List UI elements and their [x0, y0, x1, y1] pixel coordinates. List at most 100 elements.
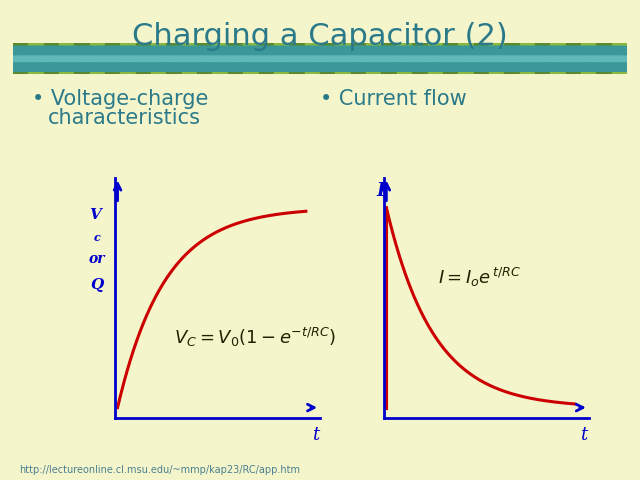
Circle shape: [451, 60, 640, 71]
Circle shape: [228, 53, 450, 64]
Circle shape: [252, 53, 473, 64]
Bar: [428, 43, 443, 74]
Bar: [381, 43, 397, 74]
Circle shape: [106, 60, 327, 71]
Circle shape: [75, 53, 296, 64]
Circle shape: [467, 60, 640, 71]
Circle shape: [290, 53, 511, 64]
Circle shape: [198, 47, 419, 58]
Circle shape: [0, 56, 87, 61]
Circle shape: [390, 60, 611, 71]
Circle shape: [428, 60, 640, 71]
Circle shape: [397, 53, 619, 64]
Text: $I = I_o e^{\,t/RC}$: $I = I_o e^{\,t/RC}$: [438, 266, 522, 289]
Circle shape: [382, 53, 604, 64]
Circle shape: [159, 60, 381, 71]
Bar: [259, 43, 274, 74]
Bar: [274, 43, 289, 74]
Circle shape: [113, 53, 335, 64]
Circle shape: [0, 53, 204, 64]
Circle shape: [29, 47, 250, 58]
Circle shape: [344, 53, 565, 64]
Bar: [243, 43, 259, 74]
Circle shape: [0, 47, 135, 58]
Circle shape: [474, 53, 640, 64]
Bar: [535, 43, 550, 74]
Text: t: t: [580, 426, 588, 444]
Circle shape: [0, 47, 173, 58]
Circle shape: [21, 53, 243, 64]
Circle shape: [323, 56, 433, 61]
Circle shape: [305, 53, 527, 64]
Circle shape: [169, 56, 279, 61]
Circle shape: [246, 56, 356, 61]
Bar: [458, 43, 474, 74]
Circle shape: [328, 53, 550, 64]
Bar: [90, 43, 105, 74]
Circle shape: [144, 60, 365, 71]
Bar: [474, 43, 489, 74]
Circle shape: [131, 56, 241, 61]
Bar: [581, 43, 596, 74]
Bar: [28, 43, 44, 74]
Bar: [197, 43, 212, 74]
Circle shape: [467, 47, 640, 58]
Circle shape: [236, 47, 458, 58]
Circle shape: [29, 60, 250, 71]
Circle shape: [482, 53, 640, 64]
Circle shape: [259, 60, 481, 71]
Circle shape: [221, 47, 442, 58]
Circle shape: [298, 60, 519, 71]
Circle shape: [275, 47, 496, 58]
Circle shape: [267, 53, 488, 64]
Circle shape: [459, 53, 640, 64]
Circle shape: [399, 56, 509, 61]
Circle shape: [313, 60, 534, 71]
Circle shape: [221, 60, 442, 71]
Circle shape: [413, 47, 634, 58]
Bar: [612, 43, 627, 74]
Circle shape: [60, 53, 281, 64]
Circle shape: [13, 53, 235, 64]
Circle shape: [167, 53, 388, 64]
Circle shape: [0, 53, 127, 64]
Circle shape: [313, 47, 534, 58]
Bar: [182, 43, 197, 74]
Circle shape: [0, 60, 150, 71]
Bar: [289, 43, 305, 74]
Circle shape: [0, 60, 189, 71]
Circle shape: [553, 56, 640, 61]
Circle shape: [83, 60, 304, 71]
Bar: [320, 43, 335, 74]
Bar: [59, 43, 74, 74]
Circle shape: [98, 53, 319, 64]
Circle shape: [6, 60, 227, 71]
Text: Charging a Capacitor (2): Charging a Capacitor (2): [132, 22, 508, 50]
Circle shape: [413, 60, 634, 71]
Circle shape: [54, 56, 164, 61]
Circle shape: [159, 47, 381, 58]
Bar: [166, 43, 182, 74]
Bar: [504, 43, 520, 74]
Circle shape: [515, 56, 625, 61]
Bar: [105, 43, 120, 74]
Circle shape: [282, 53, 504, 64]
Circle shape: [52, 53, 273, 64]
Circle shape: [476, 56, 586, 61]
Circle shape: [0, 47, 189, 58]
Text: Q: Q: [90, 277, 103, 291]
Circle shape: [182, 47, 404, 58]
Circle shape: [67, 60, 289, 71]
Text: t: t: [312, 426, 319, 444]
Circle shape: [0, 53, 181, 64]
Circle shape: [298, 47, 519, 58]
Circle shape: [244, 53, 465, 64]
Circle shape: [175, 53, 396, 64]
Circle shape: [83, 47, 304, 58]
Circle shape: [490, 47, 640, 58]
Bar: [351, 43, 366, 74]
Circle shape: [359, 53, 580, 64]
Circle shape: [207, 56, 317, 61]
Circle shape: [259, 47, 481, 58]
Circle shape: [451, 47, 640, 58]
